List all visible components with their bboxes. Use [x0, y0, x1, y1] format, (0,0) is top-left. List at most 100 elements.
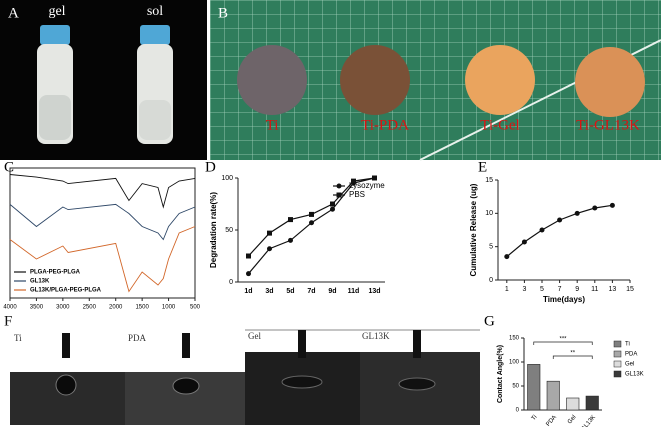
legend-label: GL13K/PLGA-PEG-PLGA	[30, 288, 102, 294]
legend-label: PLGA-PEG-PLGA	[30, 270, 81, 276]
caption: gel	[48, 4, 65, 19]
y-tick-label: 0	[489, 277, 493, 284]
x-tick-label: 15	[626, 286, 634, 293]
legend-swatch	[613, 350, 622, 358]
y-tick-label: 5	[489, 244, 493, 251]
photo-a	[0, 0, 207, 160]
y-tick-label: 100	[509, 360, 520, 366]
x-tick-label: 1d	[244, 288, 252, 295]
panel-label: F	[4, 313, 12, 329]
marker	[539, 227, 545, 233]
x-tick-label: 13d	[368, 288, 380, 295]
x-tick-label: 7	[558, 286, 562, 293]
x-tick-label: 13	[609, 286, 617, 293]
x-tick-label: 7d	[307, 288, 315, 295]
y-axis-label: Degradation rate(%)	[209, 192, 218, 268]
x-tick-label: PDA	[545, 414, 558, 427]
x-tick-label: Gel	[567, 414, 578, 425]
x-tick-label: 2500	[83, 305, 97, 311]
x-tick-label: 4000	[3, 305, 17, 311]
annotation: ***	[559, 337, 567, 343]
x-tick-label: GL13K	[580, 414, 597, 427]
y-tick-label: 0	[229, 279, 233, 286]
legend-label: PBS	[349, 190, 365, 199]
x-tick-label: 5d	[286, 288, 294, 295]
bracket	[533, 341, 593, 345]
legend-label: Ti	[625, 342, 630, 348]
caption: Ti-PDA	[361, 117, 409, 133]
bar	[566, 397, 580, 411]
disc	[237, 45, 307, 115]
marker	[288, 217, 293, 223]
legend-swatch	[613, 370, 622, 378]
legend-label: PDA	[625, 352, 637, 358]
legend-label: Lysozyme	[349, 181, 385, 190]
caption: Ti-Gel	[480, 117, 519, 133]
marker	[246, 271, 251, 277]
x-tick-label: 11d	[348, 288, 360, 295]
marker	[267, 230, 272, 236]
marker	[372, 175, 377, 181]
marker	[288, 237, 293, 243]
caption: Ti	[266, 117, 279, 133]
y-tick-label: 100	[221, 175, 233, 182]
frame	[9, 167, 196, 299]
panel-label: E	[478, 159, 487, 175]
x-tick-label: 9d	[328, 288, 336, 295]
marker	[592, 205, 598, 211]
marker	[267, 246, 272, 252]
bracket	[552, 355, 593, 359]
x-tick-label: 5	[540, 286, 544, 293]
marker	[330, 206, 335, 212]
vial	[137, 25, 173, 144]
disc	[575, 47, 645, 117]
y-axis-label: Contact Angle(%)	[497, 345, 504, 403]
panel-label: B	[218, 5, 228, 21]
legend-label: GL13K	[625, 372, 644, 378]
droplet	[398, 377, 436, 391]
bar	[546, 380, 560, 411]
needle	[182, 333, 190, 358]
x-tick-label: 2000	[109, 305, 123, 311]
line	[9, 203, 196, 241]
marker	[351, 178, 356, 184]
needle	[413, 330, 421, 358]
panel-label: C	[4, 159, 14, 175]
marker	[504, 254, 510, 260]
y-tick-label: 15	[485, 177, 493, 184]
caption: Ti	[14, 333, 22, 343]
annotation: **	[570, 351, 575, 357]
line	[9, 226, 196, 293]
droplet	[172, 377, 200, 395]
legend-marker	[336, 183, 342, 189]
marker	[330, 201, 335, 207]
photo-strip	[245, 352, 360, 425]
marker	[574, 210, 580, 216]
disc	[465, 45, 535, 115]
legend-marker	[336, 192, 342, 198]
marker	[246, 253, 251, 259]
marker	[309, 211, 314, 217]
line	[9, 174, 196, 209]
x-tick-label: 3	[522, 286, 526, 293]
x-tick-label: 3500	[30, 305, 44, 311]
y-tick-label: 150	[509, 336, 520, 342]
x-axis-label: Time(days)	[543, 295, 585, 304]
needle	[62, 333, 70, 358]
marker	[557, 217, 563, 223]
y-tick-label: 50	[512, 384, 519, 390]
x-tick-label: 3d	[265, 288, 273, 295]
marker	[309, 220, 314, 226]
panel-label: G	[484, 313, 495, 329]
needle	[298, 330, 306, 358]
legend-swatch	[613, 340, 622, 348]
y-tick-label: 50	[225, 227, 233, 234]
x-tick-label: 9	[575, 286, 579, 293]
caption: sol	[147, 4, 163, 19]
caption: GL13K	[362, 331, 390, 341]
panel-label: D	[205, 159, 216, 175]
legend-swatch	[613, 360, 622, 368]
x-tick-label: 1	[505, 286, 509, 293]
bar	[527, 364, 541, 411]
